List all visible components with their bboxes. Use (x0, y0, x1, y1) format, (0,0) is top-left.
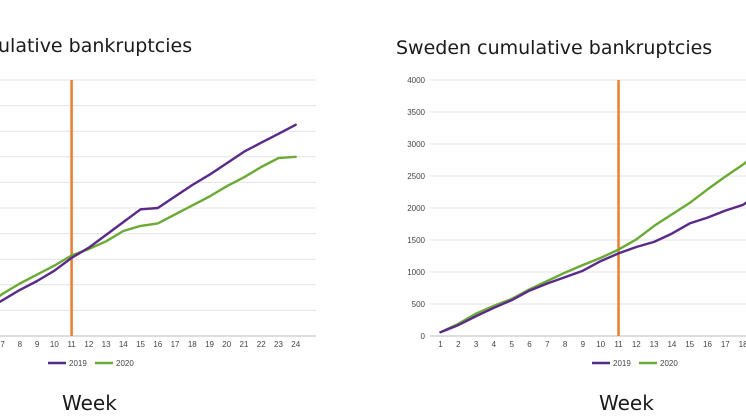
x-tick-label: 14 (119, 340, 128, 349)
x-tick-label: 17 (721, 340, 730, 349)
x-tick-label: 17 (171, 340, 180, 349)
y-tick-label: 2000 (407, 204, 425, 213)
y-tick-label: 1500 (407, 236, 425, 245)
x-tick-label: 15 (136, 340, 145, 349)
x-tick-label: 18 (739, 340, 746, 349)
legend-label-2020: 2020 (116, 359, 134, 368)
x-tick-label: 3 (474, 340, 479, 349)
x-tick-label: 22 (257, 340, 266, 349)
x-tick-label: 1 (438, 340, 443, 349)
x-tick-label: 24 (291, 340, 300, 349)
x-tick-label: 5 (509, 340, 514, 349)
x-tick-label: 12 (632, 340, 641, 349)
x-tick-label: 4 (492, 340, 497, 349)
x-tick-label: 11 (614, 340, 623, 349)
x-tick-label: 7 (0, 340, 5, 349)
chart-1-x-axis-label: Week (62, 391, 117, 415)
series-line-2019 (0, 123, 297, 304)
series-line-2020 (439, 160, 746, 334)
y-tick-label: 4000 (407, 76, 425, 85)
x-tick-label: 2 (456, 340, 461, 349)
x-tick-label: 18 (188, 340, 197, 349)
y-tick-label: 2500 (407, 172, 425, 181)
y-tick-label: 3500 (407, 108, 425, 117)
x-tick-label: 20 (222, 340, 231, 349)
chart-2-x-axis-label: Week (599, 391, 654, 415)
y-tick-label: 0 (421, 332, 426, 341)
x-tick-label: 6 (527, 340, 532, 349)
x-tick-label: 7 (545, 340, 550, 349)
x-tick-label: 8 (18, 340, 23, 349)
chart-1: 7 8 9 10 11 12 13 14 15 16 17 18 19 20 21 22 23 24 2019 202… (0, 79, 316, 368)
x-tick-label: 12 (84, 340, 93, 349)
chart-2-title: Sweden cumulative bankruptcies (396, 37, 713, 59)
series-line-2019 (439, 201, 746, 334)
x-tick-label: 9 (581, 340, 586, 349)
y-tick-label: 500 (412, 300, 426, 309)
x-tick-label: 13 (650, 340, 659, 349)
x-tick-label: 13 (102, 340, 111, 349)
y-tick-label: 3000 (407, 140, 425, 149)
x-tick-label: 23 (274, 340, 283, 349)
x-tick-label: 16 (703, 340, 712, 349)
x-tick-label: 11 (67, 340, 76, 349)
series-line-2020 (0, 155, 297, 298)
legend-label-2019: 2019 (613, 359, 631, 368)
chart-1-title: ulative bankruptcies (0, 35, 193, 57)
x-tick-label: 16 (153, 340, 162, 349)
x-tick-label: 15 (685, 340, 694, 349)
x-tick-label: 14 (667, 340, 676, 349)
x-tick-label: 19 (205, 340, 214, 349)
x-tick-label: 8 (563, 340, 568, 349)
x-tick-label: 10 (596, 340, 605, 349)
x-tick-label: 21 (240, 340, 249, 349)
legend-label-2020: 2020 (660, 359, 678, 368)
legend-label-2019: 2019 (69, 359, 87, 368)
x-tick-label: 9 (35, 340, 40, 349)
x-tick-label: 10 (50, 340, 59, 349)
y-tick-label: 1000 (407, 268, 425, 277)
